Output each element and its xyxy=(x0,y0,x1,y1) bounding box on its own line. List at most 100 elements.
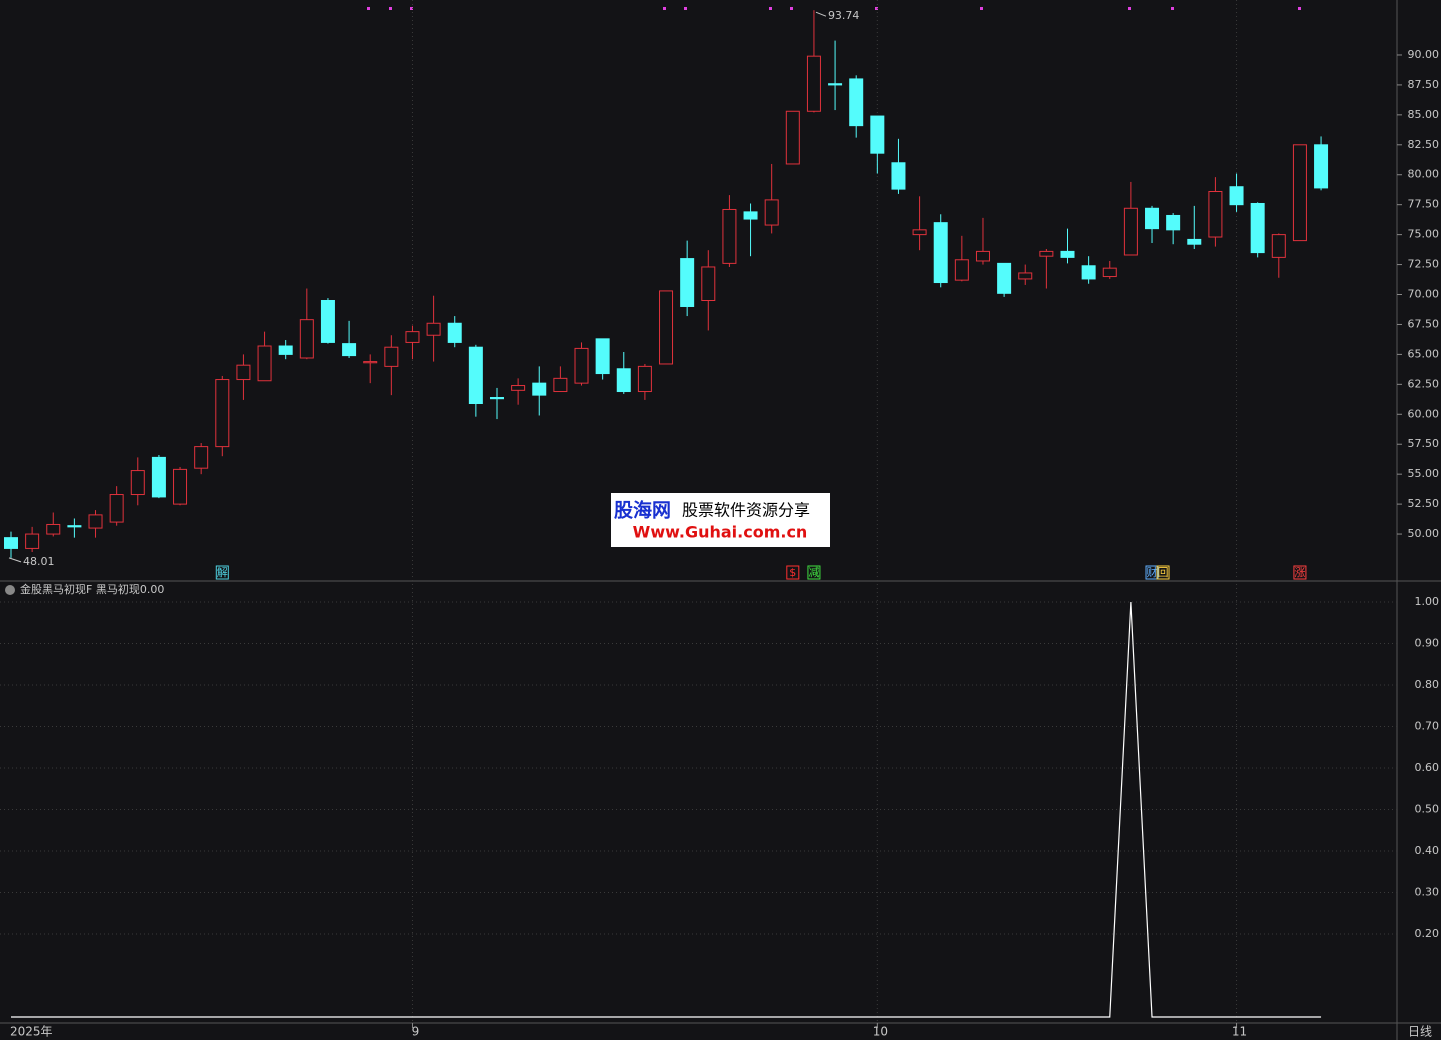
legend-name: 黑马初现 xyxy=(96,582,140,596)
candle-body xyxy=(67,525,82,528)
signal-box xyxy=(1156,565,1170,580)
candle-body xyxy=(828,83,843,86)
candle-body xyxy=(257,345,272,382)
period-label[interactable]: 日线 xyxy=(1408,1025,1432,1039)
x-tick-label: 9 xyxy=(412,1025,420,1039)
y-tick-label: 65.00 xyxy=(1408,347,1440,360)
indicator-line xyxy=(11,601,1322,1018)
candle-body xyxy=(997,262,1012,294)
indicator-toggle[interactable] xyxy=(5,585,15,595)
candle-body xyxy=(173,468,188,505)
candle-body xyxy=(130,470,145,496)
y-tick-label: 0.30 xyxy=(1415,886,1440,899)
y-tick-label: 80.00 xyxy=(1408,168,1440,181)
y-tick-label: 1.00 xyxy=(1415,595,1440,608)
candle-body xyxy=(806,55,821,112)
candle-body xyxy=(194,446,209,469)
y-tick-label: 57.50 xyxy=(1408,437,1440,450)
candle-body xyxy=(701,266,716,302)
candle-body xyxy=(1187,238,1202,245)
candle-body xyxy=(785,110,800,165)
candle-body xyxy=(1102,267,1117,278)
candle-body xyxy=(88,514,103,529)
candle-body xyxy=(616,368,631,393)
watermark-brand: 股海网 xyxy=(614,499,671,522)
signal-label: 财 xyxy=(1147,565,1158,579)
candle-body xyxy=(659,290,674,365)
candle-body xyxy=(1039,250,1054,257)
candle-body xyxy=(1018,272,1033,280)
signal-box xyxy=(1293,565,1307,580)
candle-body xyxy=(46,523,61,535)
candle-body xyxy=(342,343,357,357)
candle-body xyxy=(4,537,18,549)
x-tick-label: 10 xyxy=(873,1025,888,1039)
candle-body xyxy=(1081,265,1096,280)
y-tick-label: 0.70 xyxy=(1415,720,1440,733)
candle-body xyxy=(1060,250,1075,258)
signal-label: 解 xyxy=(217,565,228,579)
candle-body xyxy=(912,229,927,236)
candle-body xyxy=(954,259,969,281)
y-tick-label: 72.50 xyxy=(1408,258,1440,271)
candle-body xyxy=(595,338,610,375)
min-arrow xyxy=(8,557,22,563)
y-tick-label: 75.00 xyxy=(1408,228,1440,241)
max-arrow xyxy=(815,11,827,17)
watermark-slogan: 股票软件资源分享 xyxy=(682,501,810,520)
candle-body xyxy=(553,377,568,393)
y-tick-label: 0.60 xyxy=(1415,761,1440,774)
candle-body xyxy=(363,361,378,364)
candle-body xyxy=(278,345,293,355)
candle-body xyxy=(511,385,526,391)
candle-body xyxy=(468,346,483,405)
watermark: 股海网 股票软件资源分享 Www.Guhai.com.cn xyxy=(611,493,830,547)
candle-body xyxy=(891,162,906,190)
x-tick-label: 2025年 xyxy=(10,1025,53,1039)
y-tick-label: 62.50 xyxy=(1408,377,1440,390)
candle-body xyxy=(109,494,124,523)
candle-body xyxy=(405,331,420,343)
y-tick-label: 85.00 xyxy=(1408,108,1440,121)
candle-body xyxy=(384,346,399,367)
y-tick-label: 90.00 xyxy=(1408,48,1440,61)
candle-body xyxy=(1208,191,1223,238)
candle-body xyxy=(299,319,314,359)
y-tick-label: 60.00 xyxy=(1408,407,1440,420)
min-price-label: 48.01 xyxy=(23,555,55,568)
signal-label: $ xyxy=(789,566,796,579)
y-tick-label: 0.40 xyxy=(1415,844,1440,857)
candle-body xyxy=(764,199,779,226)
candle-body xyxy=(1250,202,1265,254)
max-price-label: 93.74 xyxy=(828,9,860,22)
signal-label: 涨 xyxy=(1294,566,1305,579)
watermark-url: Www.Guhai.com.cn xyxy=(633,523,808,542)
candle-body xyxy=(870,115,885,154)
candle-body xyxy=(489,397,504,400)
candle-body xyxy=(722,208,737,264)
y-tick-label: 52.50 xyxy=(1408,497,1440,510)
y-tick-label: 0.80 xyxy=(1415,678,1440,691)
y-tick-label: 0.50 xyxy=(1415,803,1440,816)
y-tick-label: 0.20 xyxy=(1415,927,1440,940)
candle-body xyxy=(426,322,441,336)
candle-body xyxy=(151,456,166,498)
signal-box xyxy=(807,565,821,580)
candle-body xyxy=(1145,207,1160,230)
y-tick-label: 0.90 xyxy=(1415,637,1440,650)
indicator-title: 金股黑马初现F xyxy=(20,582,92,596)
top-dots xyxy=(367,7,1301,10)
candle-body xyxy=(1123,207,1138,256)
candle-body xyxy=(975,250,990,262)
candle-body xyxy=(1166,214,1181,231)
candle-body xyxy=(215,379,230,448)
candle-body xyxy=(320,300,335,343)
candle-body xyxy=(1292,144,1307,242)
y-tick-label: 82.50 xyxy=(1408,138,1440,151)
candle-body xyxy=(1314,144,1329,189)
y-tick-label: 50.00 xyxy=(1408,527,1440,540)
candle-body xyxy=(743,211,758,220)
candle-body xyxy=(849,78,864,127)
signal-label: 减 xyxy=(808,566,819,579)
